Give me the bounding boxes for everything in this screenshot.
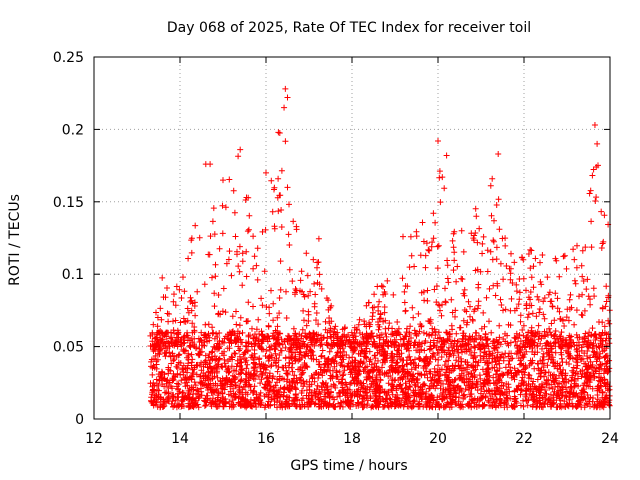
roti-points xyxy=(147,129,613,411)
x-tick-label: 24 xyxy=(601,431,619,447)
chart-title: Day 068 of 2025, Rate Of TEC Index for r… xyxy=(167,20,531,36)
y-axis-label: ROTI / TECUs xyxy=(7,194,23,286)
roti-peak-point xyxy=(593,164,600,171)
roti-peak-point xyxy=(263,169,269,176)
roti-peak-point xyxy=(237,146,244,153)
roti-peak-point xyxy=(443,152,450,159)
x-tick-label: 22 xyxy=(515,431,533,447)
roti-peak-point xyxy=(435,137,441,144)
grid-lines xyxy=(94,57,610,419)
x-tick-label: 18 xyxy=(343,431,361,447)
y-tick-label: 0.25 xyxy=(53,50,84,66)
y-tick-label: 0 xyxy=(75,412,84,428)
x-tick-label: 20 xyxy=(429,431,447,447)
roti-peak-point xyxy=(282,85,289,92)
roti-peak-point xyxy=(591,122,598,129)
roti-peak-point xyxy=(284,184,291,191)
roti-peak-point xyxy=(281,104,288,111)
data-points xyxy=(147,85,613,411)
axis-ticks: 12 14 16 18 20 22 24 0 0.05 0.1 0.15 0.2 0.25 xyxy=(53,50,619,447)
y-tick-label: 0.15 xyxy=(53,195,84,211)
roti-peak-point xyxy=(495,151,502,158)
y-tick-label: 0.05 xyxy=(53,340,84,356)
roti-peak-point xyxy=(220,177,226,184)
x-tick-label: 12 xyxy=(85,431,103,447)
x-axis-label: GPS time / hours xyxy=(290,458,407,474)
x-tick-label: 16 xyxy=(257,431,275,447)
y-tick-label: 0.2 xyxy=(62,122,84,138)
x-tick-label: 14 xyxy=(171,431,189,447)
roti-peak-point xyxy=(207,161,214,168)
roti-peak-point xyxy=(284,94,291,101)
y-tick-label: 0.1 xyxy=(62,267,84,283)
roti-peak-point xyxy=(594,140,601,147)
